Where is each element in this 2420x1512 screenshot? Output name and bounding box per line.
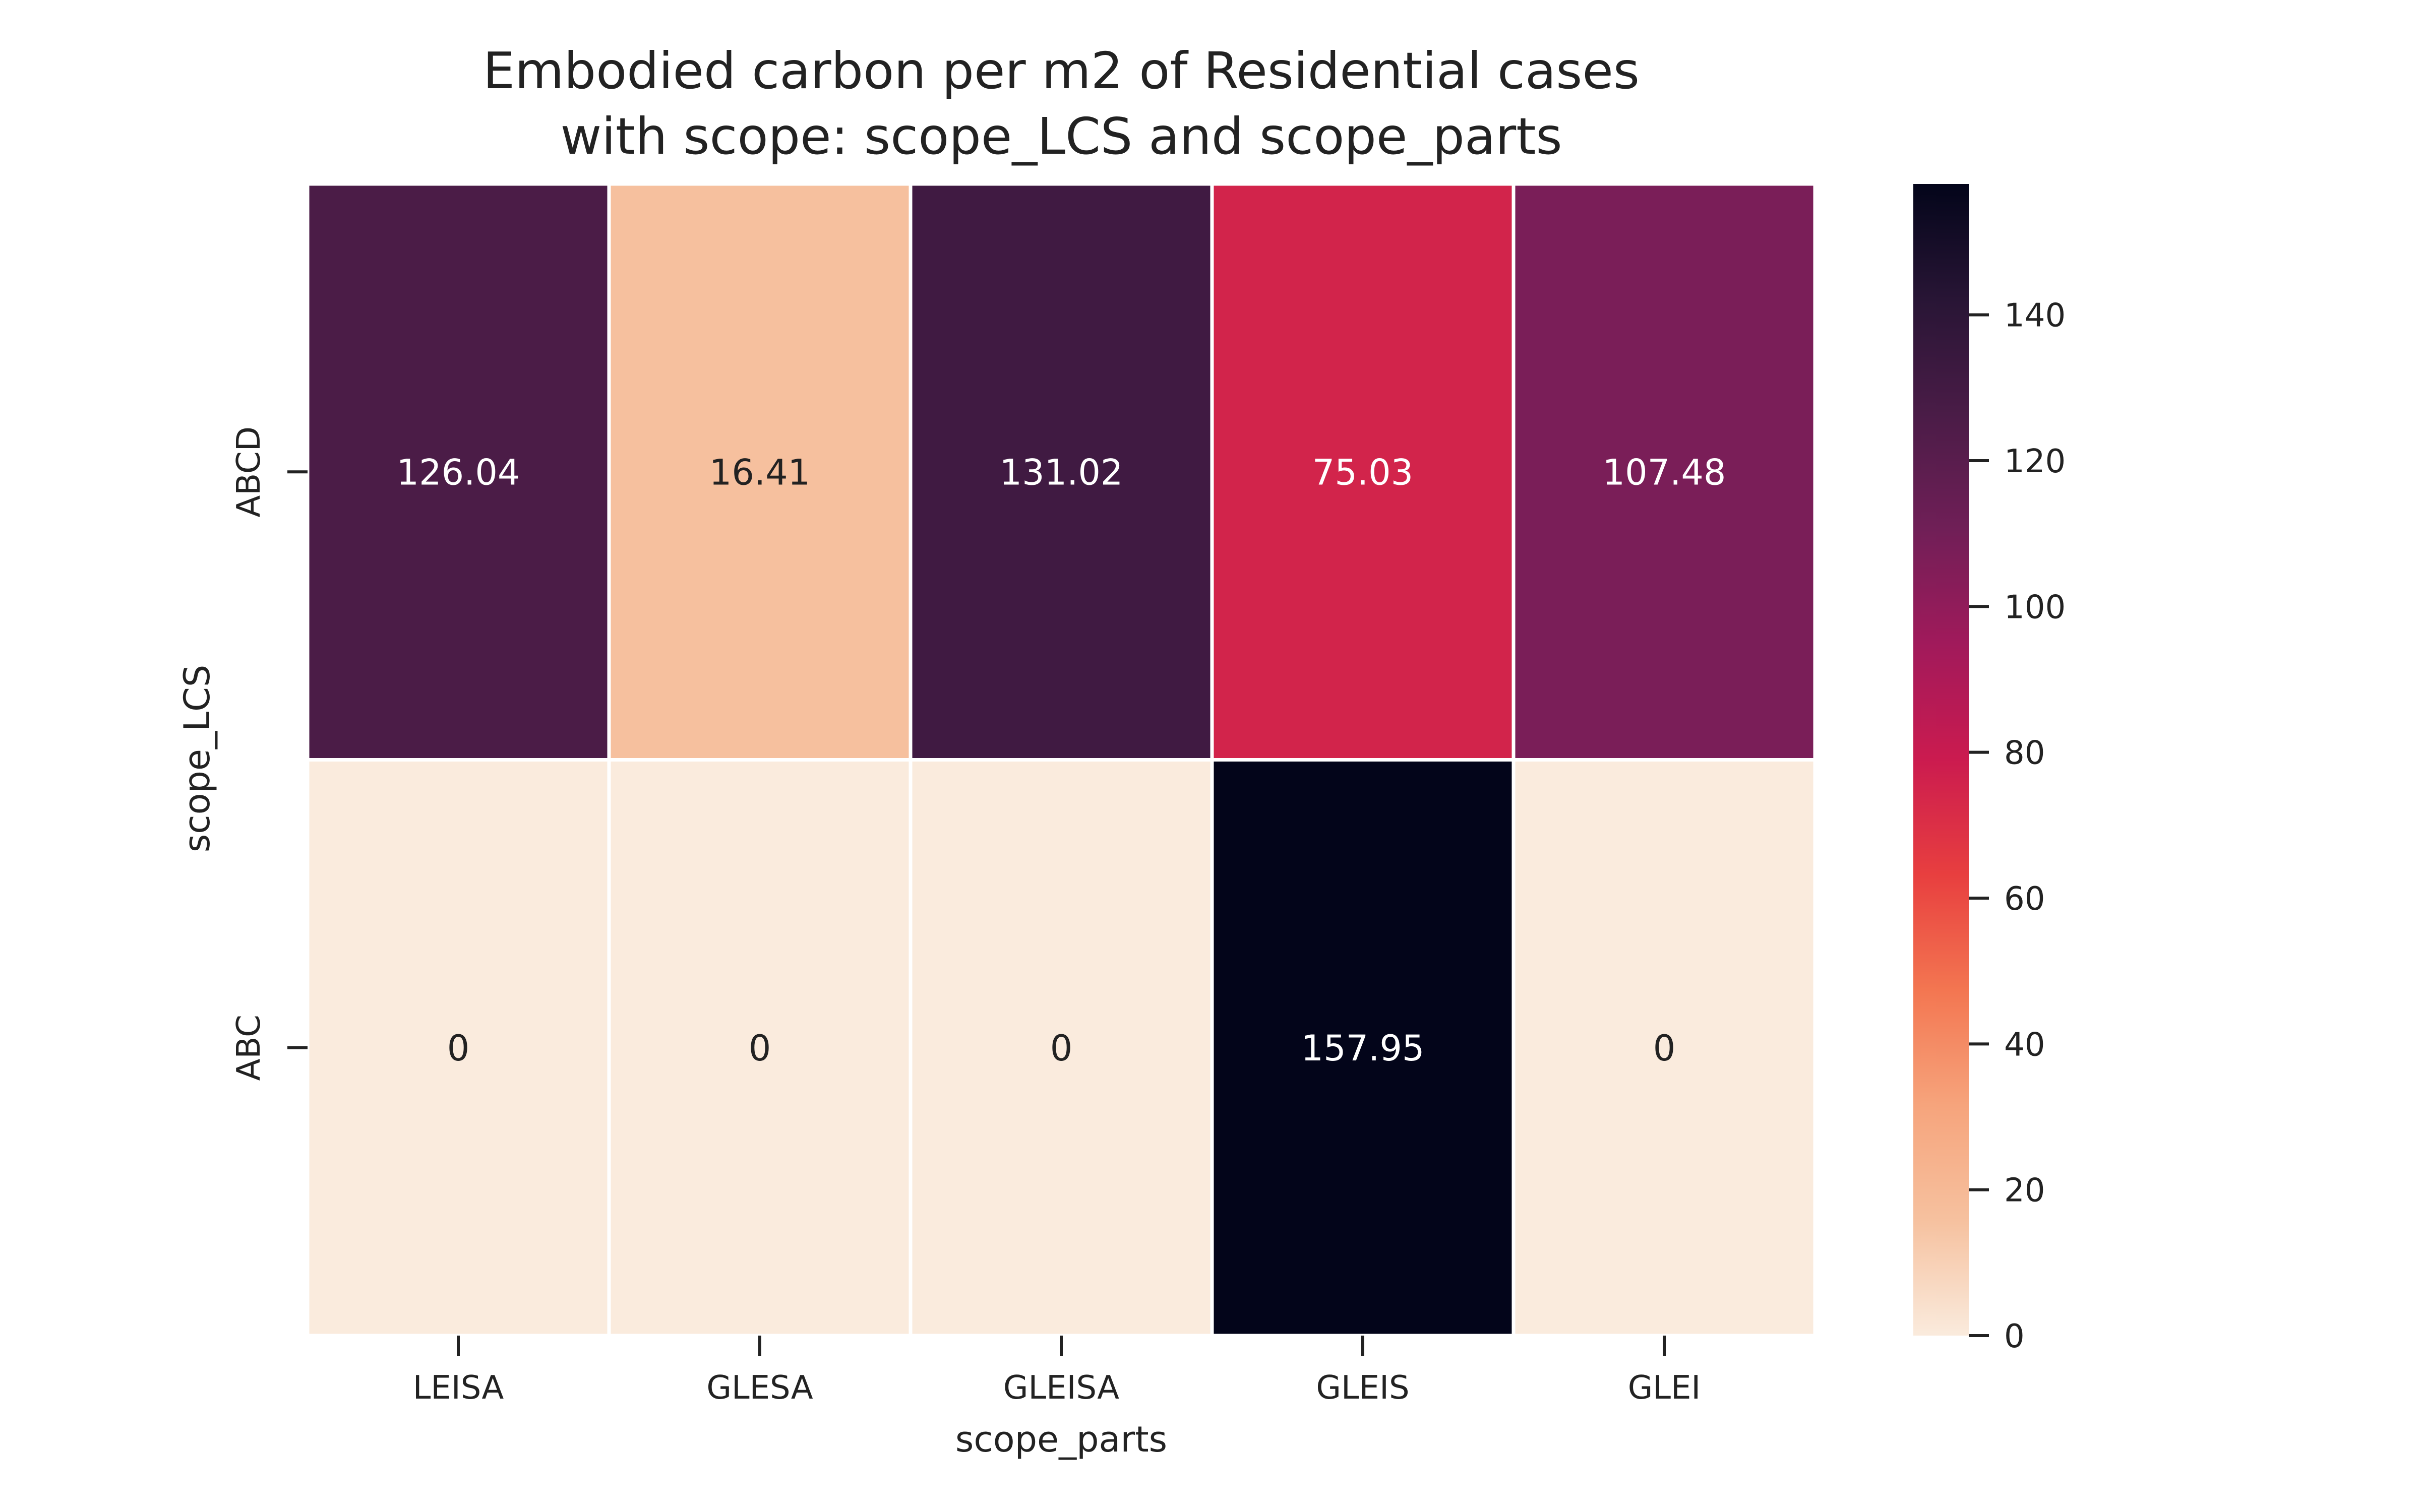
cell-value-label: 0 <box>1653 1028 1676 1069</box>
heatmap-cells: 126.04 16.41 131.02 75.03 107.48 0 0 0 157.95 0 <box>306 182 1817 1338</box>
x-tick-label: GLEIS <box>1316 1369 1409 1407</box>
y-tick-label: ABCD <box>230 426 268 518</box>
y-tick-label: ABC <box>230 1015 268 1081</box>
chart-title: Embodied carbon per m2 of Residential ca… <box>483 41 1640 100</box>
colorbar-tick-label: 60 <box>2004 880 2045 918</box>
x-tick-label: GLEI <box>1628 1369 1701 1407</box>
colorbar <box>1913 184 1969 1336</box>
heatmap-cell <box>1511 758 1817 1338</box>
cell-value-label: 0 <box>749 1028 771 1069</box>
heatmap-cell <box>1511 182 1817 762</box>
colorbar-tick-label: 20 <box>2004 1172 2045 1210</box>
y-axis-label: scope_LCS <box>176 665 218 853</box>
heatmap-cell <box>607 182 913 762</box>
cell-value-label: 107.48 <box>1603 452 1726 493</box>
cell-value-label: 157.95 <box>1301 1028 1425 1069</box>
x-tick-label: GLEISA <box>1003 1369 1119 1407</box>
y-axis-ticks: ABCD ABC <box>230 426 308 1081</box>
chart-subtitle: with scope: scope_LCS and scope_parts <box>560 107 1562 166</box>
cell-value-label: 0 <box>1050 1028 1073 1069</box>
heatmap-cell <box>1210 182 1516 762</box>
colorbar-tick-label: 120 <box>2004 443 2066 480</box>
colorbar-tick-label: 100 <box>2004 589 2066 626</box>
colorbar-tick-label: 140 <box>2004 297 2066 335</box>
cell-value-label: 126.04 <box>397 452 520 493</box>
heatmap-cell <box>306 182 611 762</box>
cell-value-label: 75.03 <box>1312 452 1413 493</box>
cell-value-label: 131.02 <box>1000 452 1123 493</box>
colorbar-ticks: 0 20 40 60 80 100 120 140 <box>1969 297 2066 1355</box>
heatmap-cell <box>909 758 1214 1338</box>
colorbar-tick-label: 40 <box>2004 1026 2045 1063</box>
heatmap-cell <box>306 758 611 1338</box>
x-tick-label: GLESA <box>706 1369 813 1407</box>
heatmap-cell <box>909 182 1214 762</box>
x-axis-label: scope_parts <box>955 1419 1167 1460</box>
cell-value-label: 16.41 <box>709 452 810 493</box>
x-tick-label: LEISA <box>413 1369 504 1407</box>
x-axis-ticks: LEISA GLESA GLEISA GLEIS GLEI <box>413 1336 1701 1407</box>
colorbar-tick-label: 80 <box>2004 735 2045 772</box>
cell-value-label: 0 <box>447 1028 470 1069</box>
colorbar-tick-label: 0 <box>2004 1318 2025 1355</box>
